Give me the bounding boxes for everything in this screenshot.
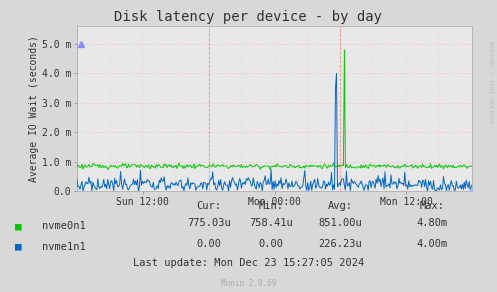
Text: 4.00m: 4.00m <box>417 239 448 249</box>
Text: 775.03u: 775.03u <box>187 218 231 228</box>
Text: 0.00: 0.00 <box>196 239 221 249</box>
Text: 4.80m: 4.80m <box>417 218 448 228</box>
Text: Avg:: Avg: <box>328 201 353 211</box>
Text: ■: ■ <box>15 242 22 252</box>
Text: Munin 2.0.69: Munin 2.0.69 <box>221 279 276 288</box>
Y-axis label: Average IO Wait (seconds): Average IO Wait (seconds) <box>29 35 39 182</box>
Text: Max:: Max: <box>420 201 445 211</box>
Text: 0.00: 0.00 <box>258 239 283 249</box>
Text: 851.00u: 851.00u <box>319 218 362 228</box>
Text: nvme0n1: nvme0n1 <box>42 221 86 231</box>
Text: Disk latency per device - by day: Disk latency per device - by day <box>114 10 383 24</box>
Text: 758.41u: 758.41u <box>249 218 293 228</box>
Text: Cur:: Cur: <box>196 201 221 211</box>
Text: Min:: Min: <box>258 201 283 211</box>
Text: nvme1n1: nvme1n1 <box>42 242 86 252</box>
Text: ■: ■ <box>15 221 22 231</box>
Text: Last update: Mon Dec 23 15:27:05 2024: Last update: Mon Dec 23 15:27:05 2024 <box>133 258 364 268</box>
Text: RRDTOOL / TOBI OETIKER: RRDTOOL / TOBI OETIKER <box>488 41 493 123</box>
Text: 226.23u: 226.23u <box>319 239 362 249</box>
